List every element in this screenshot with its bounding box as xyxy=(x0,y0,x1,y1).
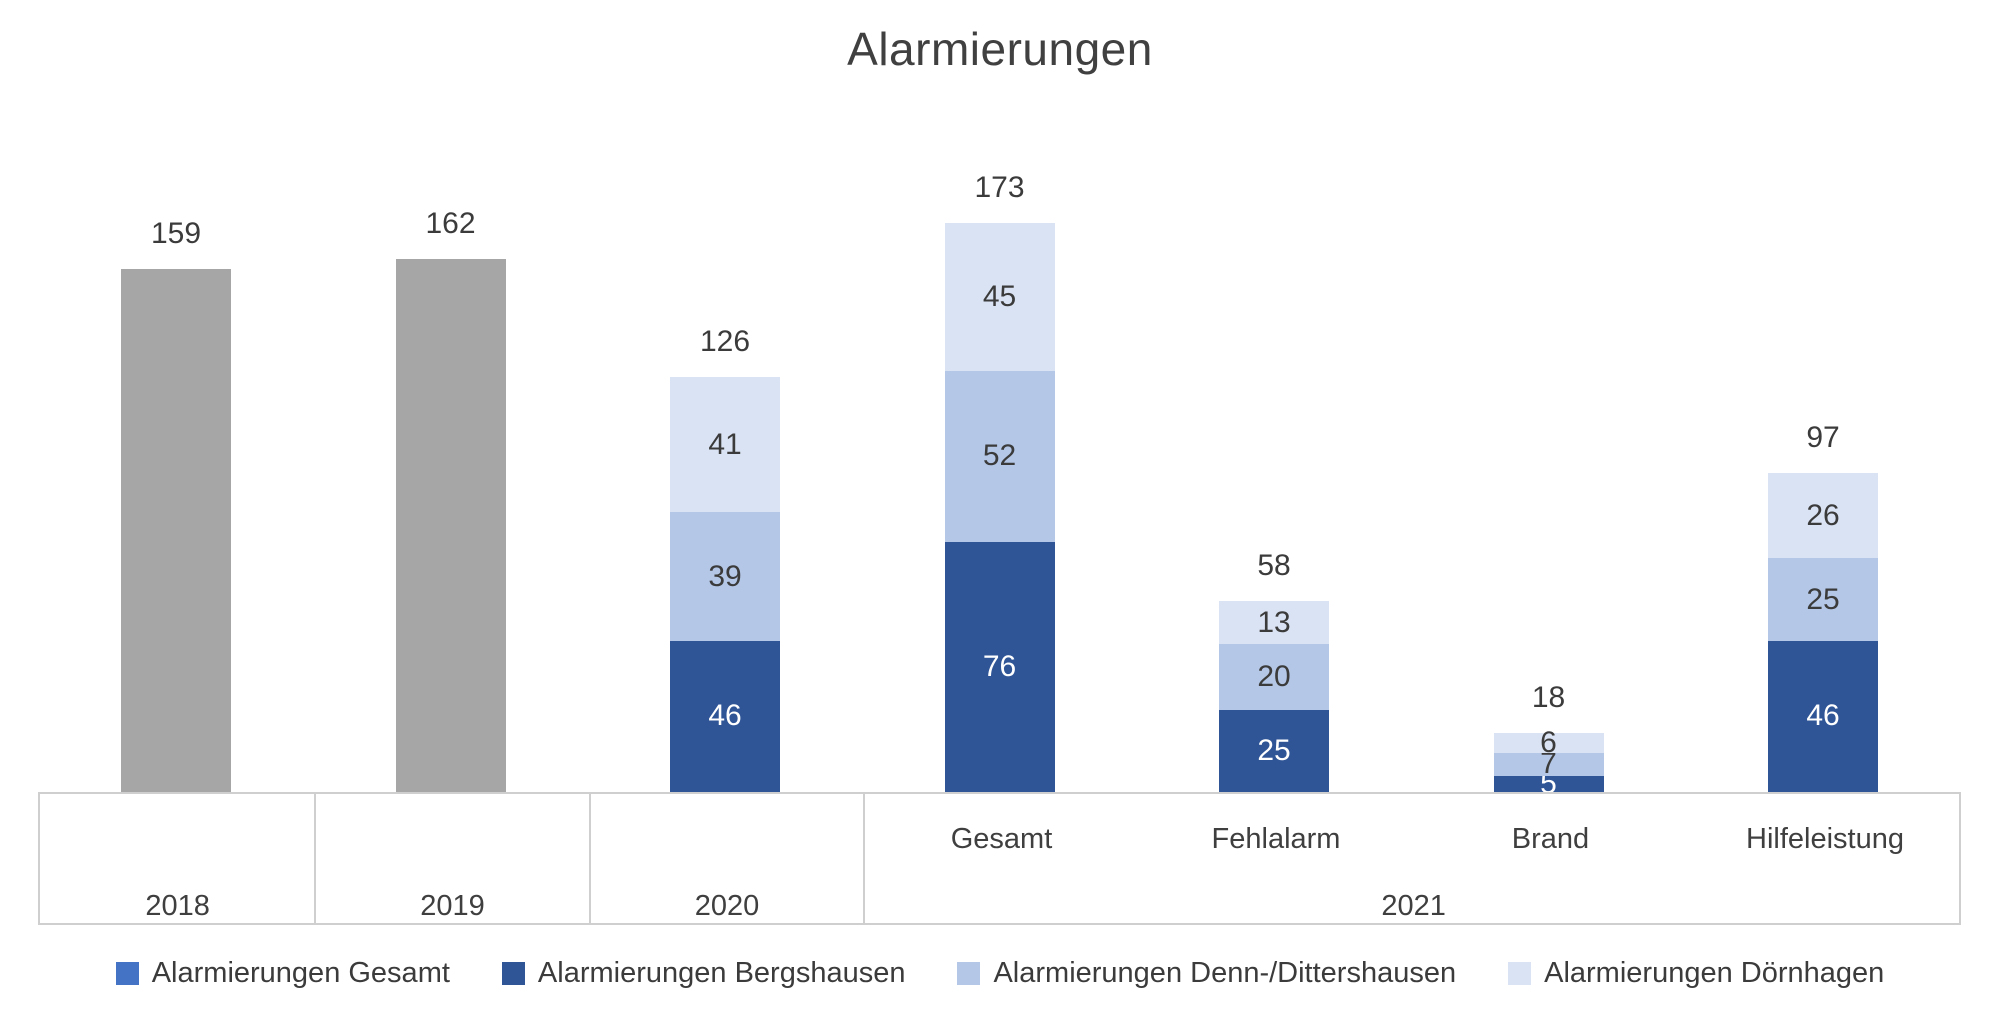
legend-swatch-icon xyxy=(115,961,139,985)
total-value-label-fehlalarm: 58 xyxy=(1257,549,1291,583)
bar-segment-2020-alarmierungen-d-rnhagen[interactable] xyxy=(670,377,780,513)
legend-label: Alarmierungen Gesamt xyxy=(151,956,450,989)
total-value-label-2018: 159 xyxy=(150,216,202,250)
total-value-label-gesamt: 173 xyxy=(974,170,1025,204)
bar-segment-hilfeleistung-alarmierungen-denn-dittershausen[interactable] xyxy=(1768,558,1878,641)
legend-label: Alarmierungen Denn-/Dittershausen xyxy=(993,956,1457,989)
legend-item-alarmierungen-gesamt[interactable]: Alarmierungen Gesamt xyxy=(115,956,450,990)
legend: Alarmierungen Gesamt Alarmierungen Bergsh… xyxy=(0,950,2000,996)
total-value-label-hilfeleistung: 97 xyxy=(1806,420,1840,454)
category-label-gesamt: Gesamt xyxy=(950,823,1053,855)
x-axis-table: 2018 2019 2020 Gesamt Fehlalarm Brand Hilfelei… xyxy=(38,792,1961,925)
legend-label: Alarmierungen Bergshausen xyxy=(537,956,906,989)
axis-group-divider xyxy=(314,794,317,923)
bar-segment-hilfeleistung-alarmierungen-bergshausen[interactable] xyxy=(1768,640,1878,792)
legend-label: Alarmierungen Dörnhagen xyxy=(1544,956,1885,989)
bar-segment-2018-alarmierungen-gesamt[interactable] xyxy=(121,268,231,792)
bar-segment-brand-alarmierungen-bergshausen[interactable] xyxy=(1493,775,1604,792)
total-value-label-2019: 162 xyxy=(425,207,476,241)
category-label-hilfeleistung: Hilfeleistung xyxy=(1746,823,1904,855)
chart-title: Alarmierungen xyxy=(847,23,1153,75)
category-label-brand: Brand xyxy=(1511,823,1590,855)
legend-swatch-icon xyxy=(1508,961,1532,985)
bar-segment-2019-alarmierungen-gesamt[interactable] xyxy=(395,259,506,792)
bar-segment-gesamt-alarmierungen-denn-dittershausen[interactable] xyxy=(944,370,1055,542)
bar-segment-brand-alarmierungen-denn-dittershausen[interactable] xyxy=(1493,752,1604,776)
bar-segment-2020-alarmierungen-bergshausen[interactable] xyxy=(670,640,780,792)
axis-group-divider xyxy=(588,794,591,923)
bar-segment-fehlalarm-alarmierungen-bergshausen[interactable] xyxy=(1219,709,1329,792)
bar-segment-gesamt-alarmierungen-bergshausen[interactable] xyxy=(944,541,1055,792)
bar-segment-brand-alarmierungen-d-rnhagen[interactable] xyxy=(1493,732,1604,753)
legend-item-alarmierungen-bergshausen[interactable]: Alarmierungen Bergshausen xyxy=(501,956,906,990)
axis-group-divider xyxy=(863,794,866,923)
legend-swatch-icon xyxy=(957,961,981,985)
legend-item-alarmierungen-denn-dittershausen[interactable]: Alarmierungen Denn-/Dittershausen xyxy=(957,957,1456,990)
legend-swatch-icon xyxy=(501,961,525,985)
legend-item-alarmierungen-d-rnhagen[interactable]: Alarmierungen Dörnhagen xyxy=(1508,957,1884,990)
year-label-2020: 2020 xyxy=(694,890,760,922)
bar-segment-gesamt-alarmierungen-d-rnhagen[interactable] xyxy=(944,222,1055,371)
bar-segment-fehlalarm-alarmierungen-d-rnhagen[interactable] xyxy=(1219,601,1329,644)
year-label-2018: 2018 xyxy=(145,890,210,922)
year-label-2019: 2019 xyxy=(420,890,485,922)
bar-segment-2020-alarmierungen-denn-dittershausen[interactable] xyxy=(670,512,780,641)
bar-segment-fehlalarm-alarmierungen-denn-dittershausen[interactable] xyxy=(1219,643,1329,710)
total-value-label-brand: 18 xyxy=(1531,680,1566,714)
year-label-2021: 2021 xyxy=(1381,890,1446,922)
bar-segment-hilfeleistung-alarmierungen-d-rnhagen[interactable] xyxy=(1768,472,1878,559)
total-value-label-2020: 126 xyxy=(699,325,751,359)
category-label-fehlalarm: Fehlalarm xyxy=(1211,823,1341,855)
